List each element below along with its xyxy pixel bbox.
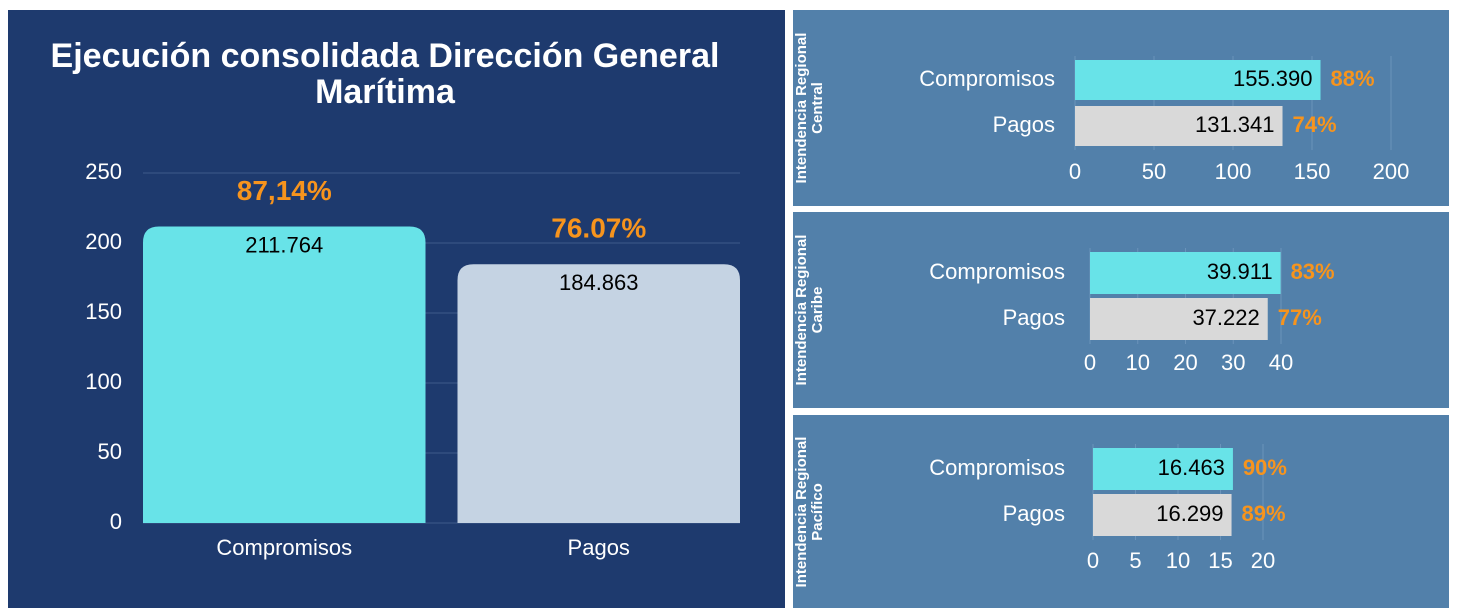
value-label: 16.299 [1156,501,1223,526]
percent-label: 89% [1242,501,1286,526]
y-tick-label: 100 [85,369,122,394]
bar [1090,252,1281,294]
chart-title: Ejecución consolidada Dirección General … [50,37,720,111]
percent-label: 87,14% [237,175,332,206]
value-label: 184.863 [559,270,639,295]
x-tick-label: 0 [1084,350,1096,375]
value-label: 155.390 [1233,66,1313,91]
value-label: 16.463 [1158,455,1225,480]
category-label: Pagos [993,112,1055,137]
x-tick-label: Pagos [568,535,630,560]
percent-label: 77% [1278,305,1322,330]
x-tick-label: 10 [1166,548,1190,573]
category-label: Compromisos [929,455,1065,480]
value-label: 131.341 [1195,112,1275,137]
category-label: Pagos [1003,501,1065,526]
panel-title: Intendencia Regional Pacífico [793,436,826,588]
y-tick-label: 200 [85,229,122,254]
value-label: 211.764 [245,232,323,257]
y-tick-label: 0 [110,509,122,534]
x-tick-label: 15 [1208,548,1232,573]
bar [1090,298,1268,340]
bar [1075,60,1321,100]
panel-title: Intendencia Regional Caribe [793,234,826,386]
percent-label: 90% [1243,455,1287,480]
bar [1075,106,1283,146]
x-tick-label: 200 [1373,159,1410,184]
category-label: Compromisos [919,66,1055,91]
category-label: Pagos [1003,305,1065,330]
x-tick-label: 50 [1142,159,1166,184]
panel-title: Intendencia Regional Central [793,32,826,184]
bar [1093,448,1233,490]
bar [1093,494,1232,536]
x-tick-label: 20 [1251,548,1275,573]
x-tick-label: 0 [1069,159,1081,184]
x-tick-label: 40 [1269,350,1293,375]
x-tick-label: 20 [1173,350,1197,375]
x-tick-label: Compromisos [216,535,352,560]
percent-label: 74% [1293,112,1337,137]
value-label: 37.222 [1192,305,1259,330]
x-tick-label: 100 [1215,159,1252,184]
x-tick-label: 30 [1221,350,1245,375]
y-tick-label: 50 [98,439,122,464]
percent-label: 88% [1331,66,1375,91]
category-label: Compromisos [929,259,1065,284]
percent-label: 76.07% [551,213,646,244]
x-tick-label: 5 [1129,548,1141,573]
x-tick-label: 0 [1087,548,1099,573]
y-tick-label: 150 [85,299,122,324]
bar [143,226,426,523]
bar [457,264,740,523]
x-tick-label: 10 [1126,350,1150,375]
x-tick-label: 150 [1294,159,1331,184]
percent-label: 83% [1291,259,1335,284]
value-label: 39.911 [1207,259,1273,284]
y-tick-label: 250 [85,159,122,184]
